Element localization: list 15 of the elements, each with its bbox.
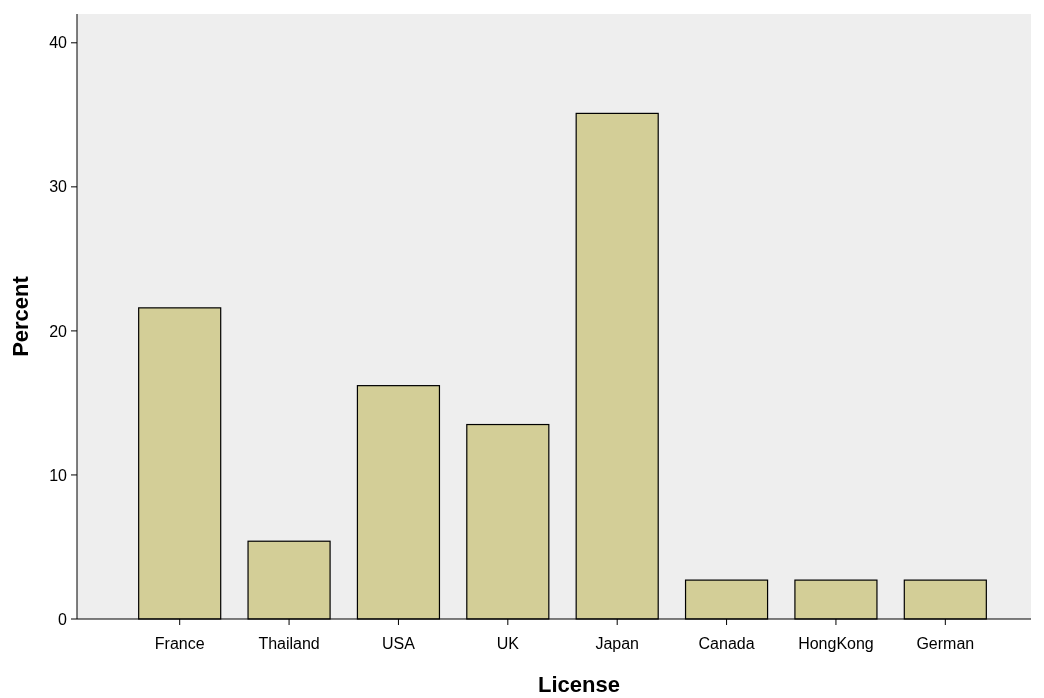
x-tick-label: German (916, 635, 975, 652)
x-tick-label: Japan (595, 635, 639, 652)
y-tick-label: 40 (49, 34, 68, 52)
x-tick-label: HongKong (798, 635, 874, 652)
y-tick-label: 30 (49, 178, 68, 196)
y-axis-title: Percent (8, 275, 33, 357)
y-tick-label: 20 (49, 322, 68, 340)
y-tick-label: 0 (58, 610, 68, 628)
x-tick-label: USA (381, 635, 416, 652)
x-tick-label: Thailand (258, 635, 320, 652)
x-tick-label: UK (496, 635, 520, 652)
x-tick-label: France (154, 635, 205, 652)
x-tick-label: Canada (698, 635, 755, 652)
x-axis-title: License (538, 672, 620, 697)
y-tick-label: 10 (49, 466, 68, 484)
